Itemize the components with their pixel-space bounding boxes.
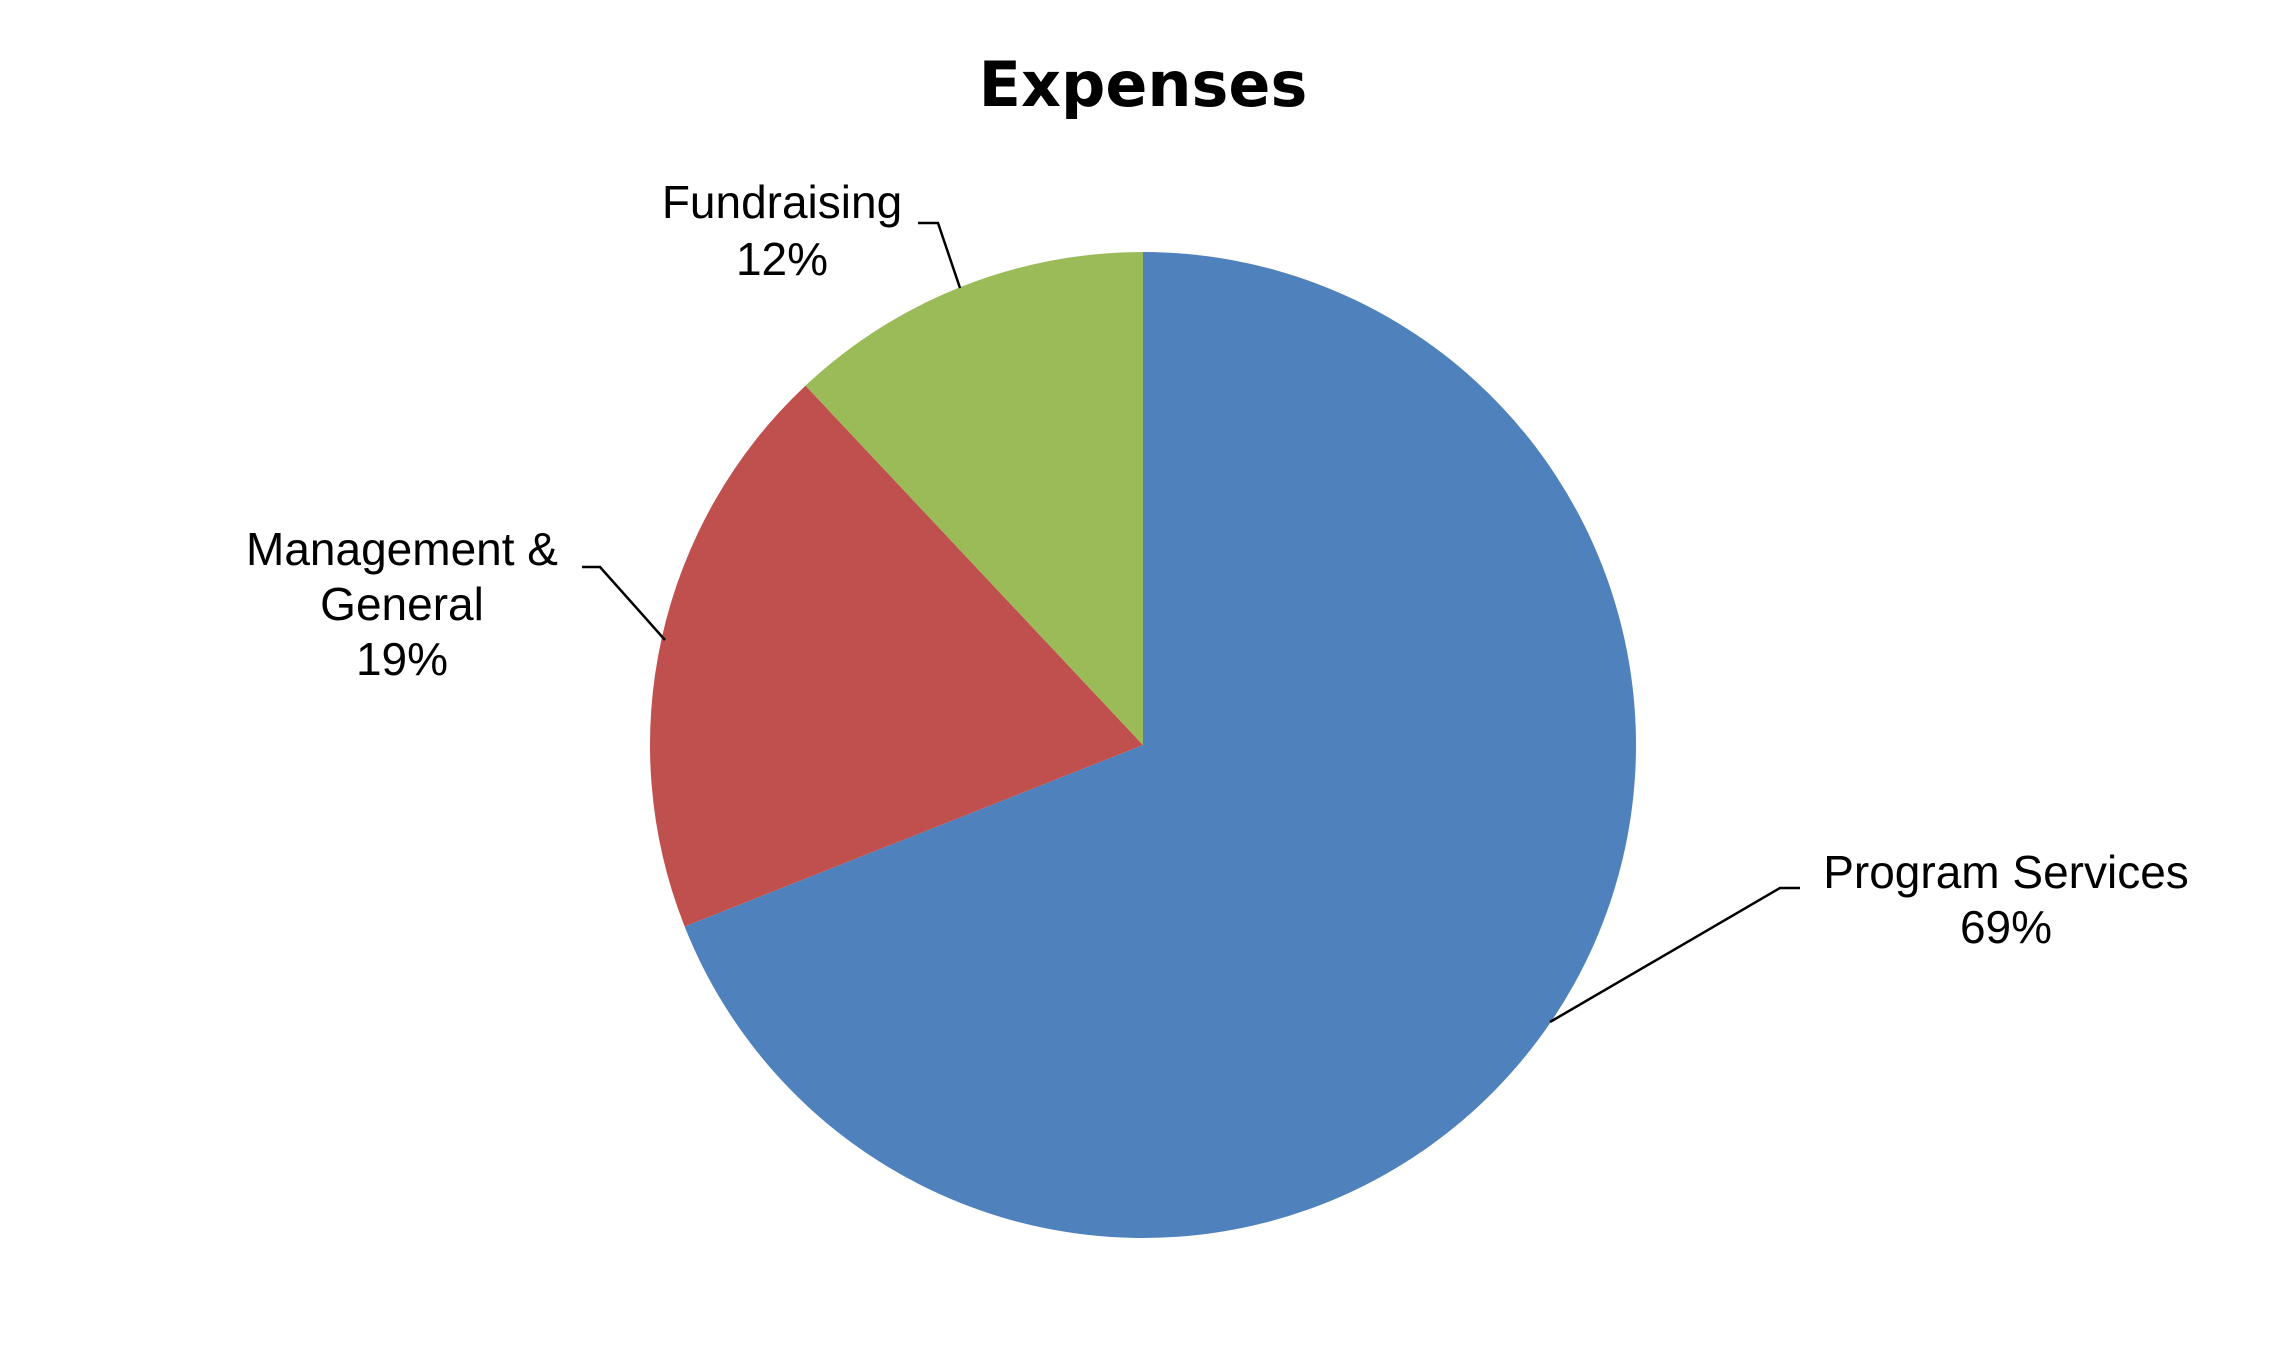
pie-slice-fundraising [805, 252, 1143, 745]
slice-category-label: General [320, 578, 484, 630]
slice-category-label: Management & [246, 523, 558, 575]
slice-category-label: Program Services [1823, 846, 2189, 898]
leader-line [582, 565, 666, 641]
slice-percent-label: 19% [356, 633, 448, 685]
pie-slice-management-general [649, 385, 1143, 927]
leader-lines [582, 221, 1800, 1024]
pie-slices [649, 252, 1636, 1238]
slice-category-label: Fundraising [662, 176, 902, 228]
slice-percent-label: 69% [1960, 901, 2052, 953]
leader-line [918, 221, 962, 289]
slice-percent-label: 12% [736, 233, 828, 285]
leader-line [1549, 886, 1800, 1024]
chart-title: Expenses [979, 48, 1308, 121]
pie-slice-program-services [684, 252, 1636, 1238]
